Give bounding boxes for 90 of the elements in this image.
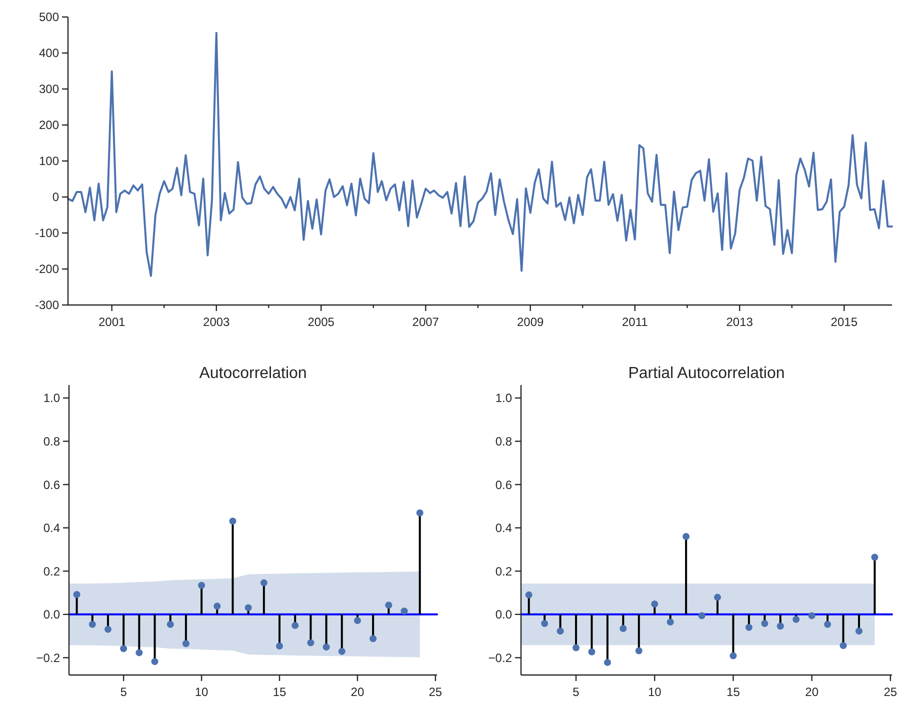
y-tick-label: 1.0 [495,391,512,406]
y-tick-label: 500 [38,10,60,24]
x-tick-label: 2005 [308,315,335,329]
point [525,591,532,598]
point [792,616,800,623]
x-tick-label: 2011 [622,315,648,329]
point [354,616,361,624]
point [307,639,314,646]
x-tick-label: 2015 [830,315,858,329]
point [416,509,424,516]
point [698,612,706,620]
point [776,622,784,630]
line-series [67,32,893,277]
y-tick-label: 1.0 [43,391,60,406]
y-tick-label: -200 [34,262,60,276]
point [556,628,564,635]
point [182,640,190,648]
point [651,600,658,608]
y-tick-label: 400 [38,46,60,60]
y-tick-label: 0.0 [43,608,60,622]
point [808,612,816,620]
point [588,648,596,656]
point [151,658,158,666]
point [276,642,284,650]
y-tick-label: −0.2 [36,650,60,665]
x-tick-label: 2013 [726,315,754,329]
x-tick-label: 2003 [203,315,230,329]
point [136,649,143,656]
point [745,624,752,631]
y-tick-label: 0.8 [495,434,512,448]
x-tick-label: 20 [350,685,364,699]
point [338,648,346,655]
point [635,647,642,654]
y-tick-label: 0.2 [495,564,512,578]
point [682,532,690,540]
point [73,590,80,598]
x-tick-label: 15 [272,685,287,699]
point [666,618,674,626]
point [260,579,268,586]
x-tick-label: 15 [726,685,740,699]
y-tick-label: 0.6 [43,478,60,492]
y-tick-label: 200 [38,118,60,132]
point [244,604,252,612]
x-tick-label: 25 [428,685,442,699]
point [714,594,722,601]
point [166,620,174,628]
y-tick-label: 0.6 [495,478,512,492]
point [370,635,377,642]
y-tick-label: -100 [34,226,60,240]
x-tick-label: 5 [120,685,128,699]
x-tick-label: 25 [884,685,898,699]
point [855,628,862,635]
point [214,602,221,610]
y-tick-label: 0.0 [495,608,512,622]
point [730,652,737,660]
point [840,642,847,650]
x-tick-label: 2007 [412,315,440,329]
y-tick-label: 0 [52,190,60,204]
y-tick-label: 0.8 [43,434,60,448]
point [400,608,408,615]
point [541,620,548,627]
x-tick-label: 5 [572,685,580,699]
x-tick-label: 20 [805,685,819,699]
y-tick-label: 300 [38,82,60,96]
y-tick-label: -300 [34,298,60,312]
y-tick-label: 0.4 [43,521,60,536]
point [385,602,392,609]
point [572,644,580,652]
chart-title: Autocorrelation [199,365,307,382]
point [198,582,206,589]
y-tick-label: −0.2 [488,650,512,665]
point [322,644,330,651]
x-tick-label: 10 [194,685,209,699]
x-tick-label: 10 [648,685,662,699]
x-tick-label: 2001 [98,315,126,329]
point [104,626,112,633]
point [88,620,96,628]
point [120,645,128,652]
point [761,620,768,627]
point [229,518,236,525]
y-tick-label: 0.4 [495,521,512,536]
point [620,624,627,632]
y-tick-label: 0.2 [43,564,60,578]
point [292,622,299,629]
point [871,554,878,561]
x-tick-label: 2009 [516,315,544,329]
chart-title: Partial Autocorrelation [628,365,785,382]
point [604,658,611,666]
point [824,620,832,628]
y-tick-label: 100 [38,154,60,168]
